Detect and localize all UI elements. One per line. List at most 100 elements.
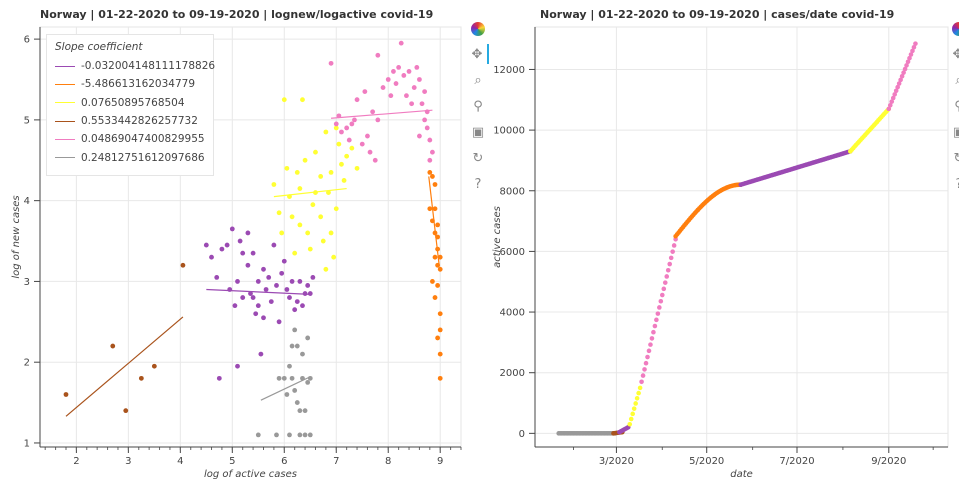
wheel-zoom-icon[interactable]: ⚲ [949,96,959,116]
data-point [890,95,896,101]
data-point [318,174,324,179]
save-icon[interactable]: ▣ [952,124,959,140]
data-point [417,133,422,139]
data-point [427,206,433,212]
data-point [287,432,292,438]
x-tick-label: 2 [73,456,79,467]
data-point [297,432,303,438]
data-point [437,311,443,317]
legend-item[interactable]: 0.5533442826257732 [55,112,205,130]
box-zoom-icon[interactable]: ⌕ [949,70,959,90]
data-point [668,255,674,261]
data-point [323,129,329,135]
data-point [292,250,298,256]
y-tick-label: 4 [24,196,30,207]
data-point [393,81,399,86]
data-point [261,266,266,272]
regression-line [273,187,347,198]
legend-swatch [55,138,75,140]
data-point [339,161,344,167]
data-point [901,70,906,75]
data-point [435,222,441,228]
bokeh-logo-icon[interactable] [471,22,485,36]
data-point [651,329,656,335]
help-icon[interactable]: ? [949,174,959,194]
x-tick-label: 7 [333,456,339,467]
cases-date-plot[interactable]: 3/2020 5/2020 7/2020 9/2020 0 2000 4000 6000 800… [490,0,959,479]
legend-item[interactable]: 0.04869047400829955 [55,130,205,148]
data-point [224,242,230,248]
data-point [645,354,650,360]
legend-item[interactable]: -5.486613162034779 [55,75,205,93]
data-point [227,287,233,292]
data-point [362,89,368,95]
y-tick-label: 10000 [493,126,525,137]
data-point [349,145,355,151]
data-point [658,298,664,304]
data-point [367,149,373,155]
save-icon[interactable]: ▣ [471,124,485,140]
x-tick-label: 9/2020 [871,456,906,467]
bokeh-logo-icon[interactable] [952,22,959,36]
legend-title: Slope coefficient [55,41,143,53]
data-point [294,400,300,405]
data-point [307,246,313,252]
data-point [375,117,381,123]
data-point [294,343,300,349]
legend-swatch [55,157,75,159]
data-point [652,323,658,329]
reset-icon[interactable]: ↻ [472,150,484,166]
data-point [110,343,116,349]
help-icon[interactable]: ? [474,176,482,192]
data-point [235,279,240,284]
legend-swatch [55,65,75,67]
y-tick-label: 1 [24,438,30,449]
data-point [432,254,438,260]
data-point [250,295,256,300]
data-point [398,40,404,46]
data-point [313,190,318,195]
x-tick-label: 6 [281,456,287,467]
data-point [297,222,303,228]
regression-line [206,288,311,295]
data-point [435,335,441,341]
data-point [336,113,342,119]
y-tick-label: 4000 [500,308,525,319]
data-point [302,157,308,163]
data-point [297,186,303,191]
data-point [255,279,261,284]
data-point [305,283,311,288]
legend-label: 0.24812751612097686 [81,151,205,164]
pan-icon[interactable]: ✥ [467,44,489,64]
data-point [375,52,381,58]
data-point [333,125,339,131]
data-point [261,315,266,321]
wheel-zoom-icon[interactable]: ⚲ [473,98,483,114]
data-point [219,246,225,252]
y-tick-label: 6 [24,35,30,46]
data-point [911,45,917,50]
pan-icon[interactable]: ✥ [948,44,959,64]
legend-item[interactable]: 0.24812751612097686 [55,148,205,166]
right-toolbar: ✥ ⌕ ⚲ ▣ ↻ ? [947,22,959,200]
box-zoom-icon[interactable]: ⌕ [474,72,482,88]
data-point [671,243,677,248]
data-point [123,408,129,414]
data-point [662,280,668,285]
data-point [266,274,272,280]
reset-icon[interactable]: ↻ [949,148,959,168]
data-point [300,375,305,381]
data-point [300,351,305,357]
x-tick-label: 5 [229,456,235,467]
data-point [427,157,433,163]
data-point [391,69,396,74]
legend-item[interactable]: -0.032004148111178826 [55,57,215,75]
legend-item[interactable]: 0.07650895768504 [55,94,205,112]
legend-swatch [55,120,75,122]
data-point [430,218,435,224]
data-point [268,299,274,305]
data-point [287,363,292,369]
data-point [297,408,303,414]
data-point [354,165,360,171]
data-point [892,92,898,97]
